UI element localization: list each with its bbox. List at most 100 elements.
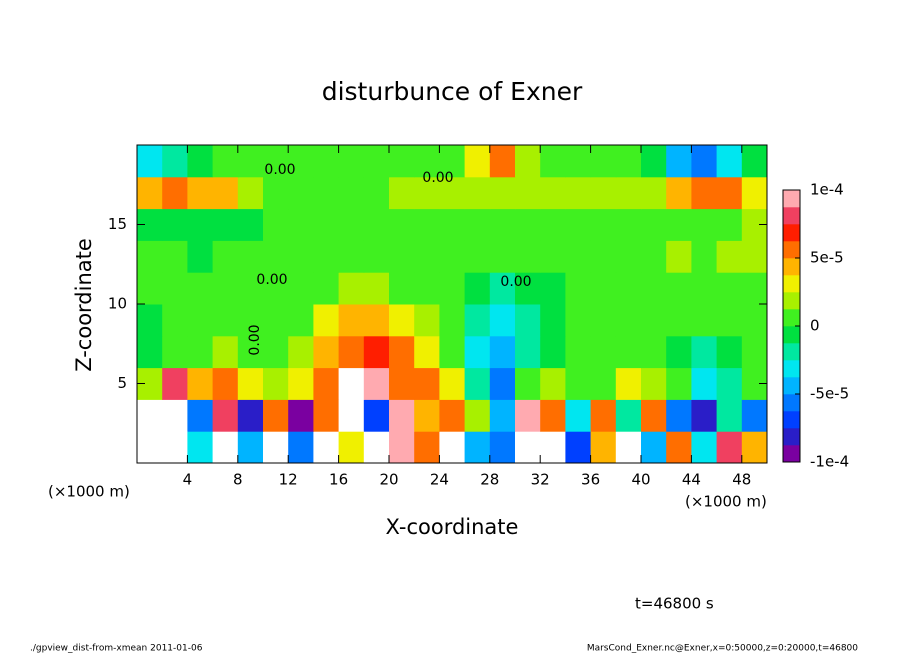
cell [212, 431, 239, 464]
cell [641, 304, 667, 337]
cell [237, 145, 264, 178]
cell [741, 240, 768, 273]
cell [137, 335, 163, 369]
cell [288, 367, 314, 400]
cell [313, 304, 340, 337]
x-tick-label: 36 [581, 471, 600, 489]
cell [666, 145, 692, 178]
cell [515, 399, 541, 432]
x-axis-label: X-coordinate [386, 515, 519, 539]
x-tick-label: 48 [732, 471, 751, 489]
cell [389, 145, 415, 178]
cell [741, 145, 768, 178]
colorbar-swatch [783, 309, 800, 327]
cell [187, 367, 214, 400]
colorbar-swatch [783, 326, 800, 344]
cell [439, 240, 466, 273]
colorbar-swatch [783, 428, 800, 446]
cell [212, 145, 239, 178]
cell [313, 208, 340, 241]
cell [489, 367, 516, 400]
cell [338, 399, 365, 432]
cell [389, 431, 415, 464]
cell [464, 145, 491, 178]
cell [288, 335, 314, 369]
x-tick-label: 8 [233, 471, 243, 489]
x-tick-label: 16 [329, 471, 348, 489]
cell [565, 145, 592, 178]
x-tick-label: 20 [379, 471, 398, 489]
cell [666, 176, 692, 210]
cell [540, 145, 566, 178]
cell [263, 335, 289, 369]
cell [615, 176, 642, 210]
cell [363, 240, 390, 273]
cell [212, 304, 239, 337]
cell [288, 240, 314, 273]
cell [615, 431, 642, 464]
cell [565, 208, 592, 241]
x-tick-label: 40 [631, 471, 650, 489]
cell [313, 399, 340, 432]
cell [489, 335, 516, 369]
cell [439, 399, 466, 432]
cell [137, 240, 163, 273]
y-axis-label: Z-coordinate [72, 238, 96, 372]
cell [716, 367, 743, 400]
cell [641, 399, 667, 432]
annotation: t=46800 s [635, 595, 714, 613]
cell [389, 240, 415, 273]
cell [313, 272, 340, 305]
cell [187, 399, 214, 432]
cell [565, 335, 592, 369]
cell [741, 399, 768, 432]
cell [414, 145, 440, 178]
cell [691, 367, 718, 400]
cell [615, 399, 642, 432]
cell [288, 431, 314, 464]
cell [237, 335, 264, 369]
x-tick-label: 24 [430, 471, 449, 489]
cell [615, 272, 642, 305]
cell [741, 431, 768, 464]
cell [464, 367, 491, 400]
x-tick-label: 12 [279, 471, 298, 489]
cell [515, 145, 541, 178]
cell [137, 145, 163, 178]
heatmap [137, 145, 768, 464]
cell [389, 304, 415, 337]
cell [363, 176, 390, 210]
cell [489, 304, 516, 337]
cell [237, 176, 264, 210]
cell [363, 145, 390, 178]
cell [137, 176, 163, 210]
colorbar-swatch [783, 207, 800, 225]
cell [338, 176, 365, 210]
cell [464, 240, 491, 273]
cell [439, 176, 466, 210]
cell [263, 272, 289, 305]
cell [439, 431, 466, 464]
colorbar-tick-label: -1e-4 [810, 453, 849, 471]
cell [615, 145, 642, 178]
cell [288, 208, 314, 241]
cell [540, 335, 566, 369]
cell [439, 145, 466, 178]
cell [666, 399, 692, 432]
cell [162, 145, 188, 178]
cell [263, 240, 289, 273]
cell [540, 431, 566, 464]
colorbar-swatch [783, 190, 800, 208]
cell [590, 335, 617, 369]
cell [162, 367, 188, 400]
colorbar-tick-label: -5e-5 [810, 385, 849, 403]
cell [439, 272, 466, 305]
cell [187, 272, 214, 305]
cell [464, 176, 491, 210]
cell [590, 304, 617, 337]
cell [565, 272, 592, 305]
contour-label: 0.00 [422, 170, 453, 186]
cell [641, 240, 667, 273]
cell [212, 399, 239, 432]
